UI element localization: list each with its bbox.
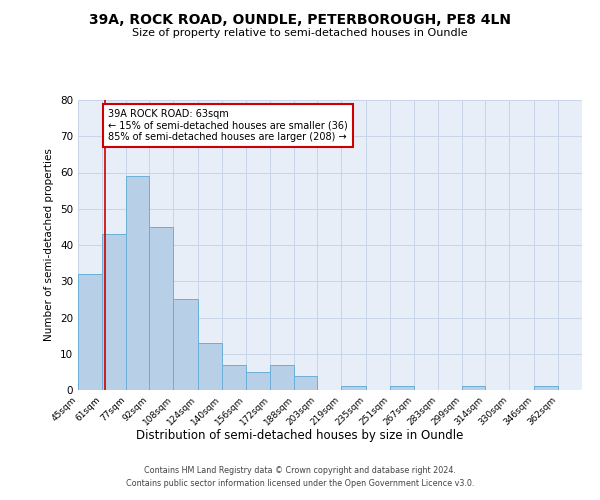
Text: Distribution of semi-detached houses by size in Oundle: Distribution of semi-detached houses by … <box>136 428 464 442</box>
Bar <box>246 372 270 390</box>
Text: 39A ROCK ROAD: 63sqm
← 15% of semi-detached houses are smaller (36)
85% of semi-: 39A ROCK ROAD: 63sqm ← 15% of semi-detac… <box>108 109 348 142</box>
Bar <box>149 227 173 390</box>
Text: Size of property relative to semi-detached houses in Oundle: Size of property relative to semi-detach… <box>132 28 468 38</box>
Bar <box>173 300 197 390</box>
Bar <box>222 364 246 390</box>
Text: 39A, ROCK ROAD, OUNDLE, PETERBOROUGH, PE8 4LN: 39A, ROCK ROAD, OUNDLE, PETERBOROUGH, PE… <box>89 12 511 26</box>
Bar <box>295 376 317 390</box>
Bar <box>463 386 485 390</box>
Bar <box>270 364 295 390</box>
Bar <box>390 386 414 390</box>
Bar <box>533 386 558 390</box>
Text: Contains HM Land Registry data © Crown copyright and database right 2024.
Contai: Contains HM Land Registry data © Crown c… <box>126 466 474 487</box>
Bar <box>78 274 102 390</box>
Bar <box>341 386 365 390</box>
Bar <box>102 234 127 390</box>
Y-axis label: Number of semi-detached properties: Number of semi-detached properties <box>44 148 55 342</box>
Bar <box>197 343 222 390</box>
Bar <box>127 176 149 390</box>
